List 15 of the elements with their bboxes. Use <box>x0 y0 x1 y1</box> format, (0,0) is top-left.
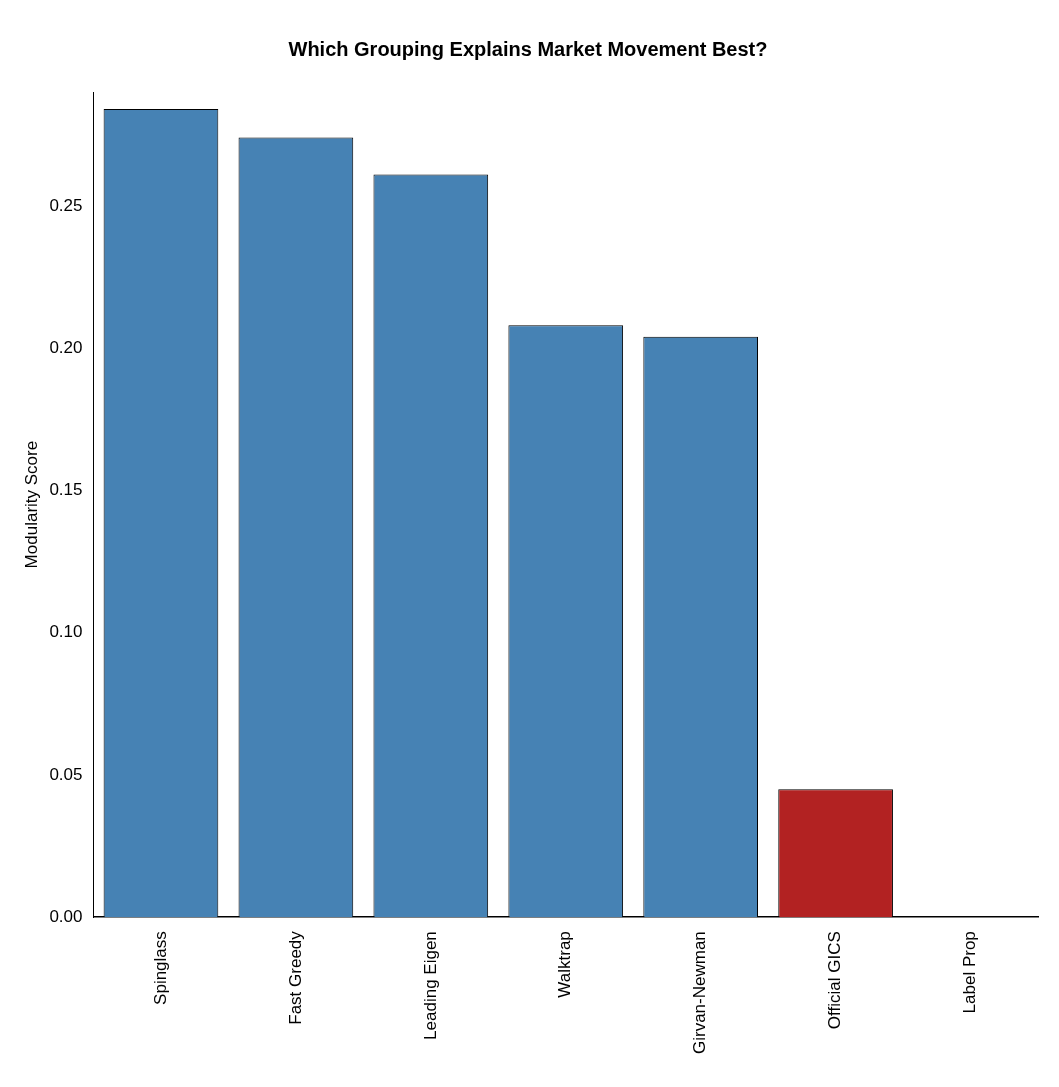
y-tick-label: 0.10 <box>49 622 83 642</box>
y-tick-label: 0.20 <box>49 337 83 357</box>
y-tick-label: 0.25 <box>49 195 83 215</box>
y-tick-label: 0.05 <box>49 764 83 784</box>
chart-title: Which Grouping Explains Market Movement Best? <box>288 37 768 60</box>
y-tick-label: 0.15 <box>49 480 83 500</box>
x-tick-label: Walktrap <box>555 931 575 998</box>
y-tick-label: 0.00 <box>49 906 83 926</box>
x-tick-label: Girvan-Newman <box>690 931 710 1054</box>
x-tick-label: Fast Greedy <box>285 930 305 1025</box>
x-tick-label: Official GICS <box>825 931 845 1030</box>
x-tick-label: Label Prop <box>960 931 980 1014</box>
y-axis-title: Modularity Score <box>21 440 41 569</box>
x-tick-label: Spinglass <box>150 931 170 1005</box>
x-tick-label: Leading Eigen <box>420 931 440 1040</box>
